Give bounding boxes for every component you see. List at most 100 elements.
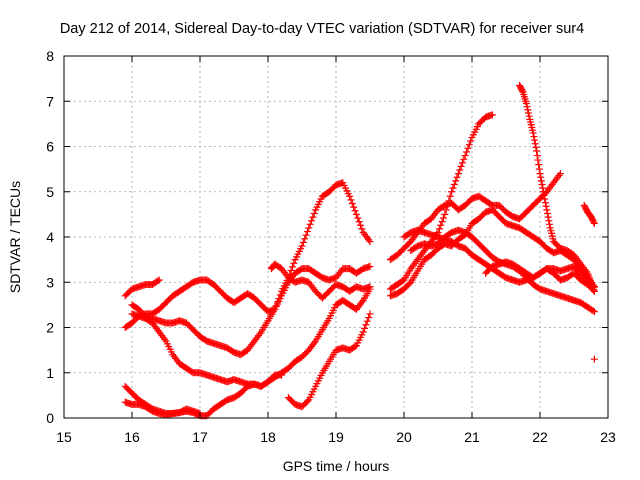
x-tick-label: 23 (600, 429, 616, 445)
x-tick-labels: 15 16 17 18 19 20 21 22 23 (56, 429, 616, 445)
data-point (275, 295, 283, 303)
x-tick-label: 16 (124, 429, 140, 445)
data-point (449, 184, 457, 192)
data-point (366, 238, 374, 246)
data-point (351, 343, 359, 351)
y-tick-label: 2 (46, 320, 54, 336)
data-point (448, 188, 456, 196)
data-point (358, 225, 366, 233)
data-point (535, 165, 543, 173)
data-point (536, 170, 544, 178)
data-point (458, 159, 466, 167)
series-track-8 (284, 310, 374, 411)
data-point (366, 262, 374, 270)
data-point (365, 314, 373, 322)
data-point (351, 207, 359, 215)
data-point (438, 218, 446, 226)
data-point (366, 283, 374, 291)
data-point (362, 321, 370, 329)
data-point (439, 214, 447, 222)
data-point (524, 106, 532, 114)
data-point (546, 220, 554, 228)
x-tick-label: 17 (192, 429, 208, 445)
data-point (445, 197, 453, 205)
series-track-1 (121, 276, 163, 300)
series-track-16 (580, 201, 598, 227)
data-point (359, 328, 367, 336)
data-point (442, 206, 450, 214)
y-tick-label: 0 (46, 410, 54, 426)
data-point (454, 170, 462, 178)
data-point (457, 162, 465, 170)
data-point (405, 280, 413, 288)
data-point (303, 397, 311, 405)
x-tick-label: 22 (532, 429, 548, 445)
data-point (465, 141, 473, 149)
y-axis-label: SDTVAR / TECUs (7, 181, 23, 293)
data-point (352, 210, 360, 218)
data-point (347, 196, 355, 204)
data-point (363, 317, 371, 325)
data-points (121, 81, 598, 420)
data-point (531, 140, 539, 148)
data-point (305, 224, 313, 232)
data-point (303, 228, 311, 236)
data-point (306, 220, 314, 228)
data-point (446, 192, 454, 200)
data-point (460, 155, 468, 163)
data-point (590, 287, 598, 295)
data-point (287, 266, 295, 274)
data-point (361, 324, 369, 332)
data-point (441, 210, 449, 218)
series-track-5 (121, 371, 286, 420)
x-tick-label: 19 (328, 429, 344, 445)
data-point (356, 221, 364, 229)
data-point (533, 147, 541, 155)
data-point (308, 217, 316, 225)
data-point (276, 291, 284, 299)
data-point (538, 181, 546, 189)
data-point (464, 144, 472, 152)
series-track-7 (267, 260, 374, 302)
data-point (456, 166, 464, 174)
y-tick-label: 7 (46, 93, 54, 109)
data-point (537, 173, 545, 181)
x-axis-label: GPS time / hours (283, 458, 390, 474)
data-point (534, 156, 542, 164)
data-point (530, 133, 538, 141)
axis-ticks (63, 55, 609, 419)
data-point (278, 371, 286, 379)
data-point (274, 298, 282, 306)
data-point (309, 213, 317, 221)
data-point (355, 218, 363, 226)
data-point (301, 235, 309, 243)
data-point (541, 199, 549, 207)
data-point (518, 87, 526, 95)
data-point (302, 231, 310, 239)
y-tick-label: 8 (46, 48, 54, 64)
data-point (523, 103, 531, 111)
data-point (450, 181, 458, 189)
y-tick-label: 1 (46, 365, 54, 381)
data-point (290, 259, 298, 267)
data-point (354, 214, 362, 222)
y-tick-label: 4 (46, 229, 54, 245)
data-point (590, 355, 598, 363)
data-point (529, 129, 537, 137)
y-tick-label: 5 (46, 184, 54, 200)
data-point (452, 177, 460, 185)
data-point (155, 276, 163, 284)
data-point (589, 307, 597, 315)
series-outlier (590, 355, 598, 363)
data-point (463, 148, 471, 156)
data-point (437, 221, 445, 229)
x-tick-label: 18 (260, 429, 276, 445)
data-point (524, 109, 532, 117)
data-point (540, 191, 548, 199)
data-point (531, 136, 539, 144)
data-point (544, 213, 552, 221)
data-point (444, 201, 452, 209)
data-point (525, 112, 533, 120)
data-point (453, 173, 461, 181)
